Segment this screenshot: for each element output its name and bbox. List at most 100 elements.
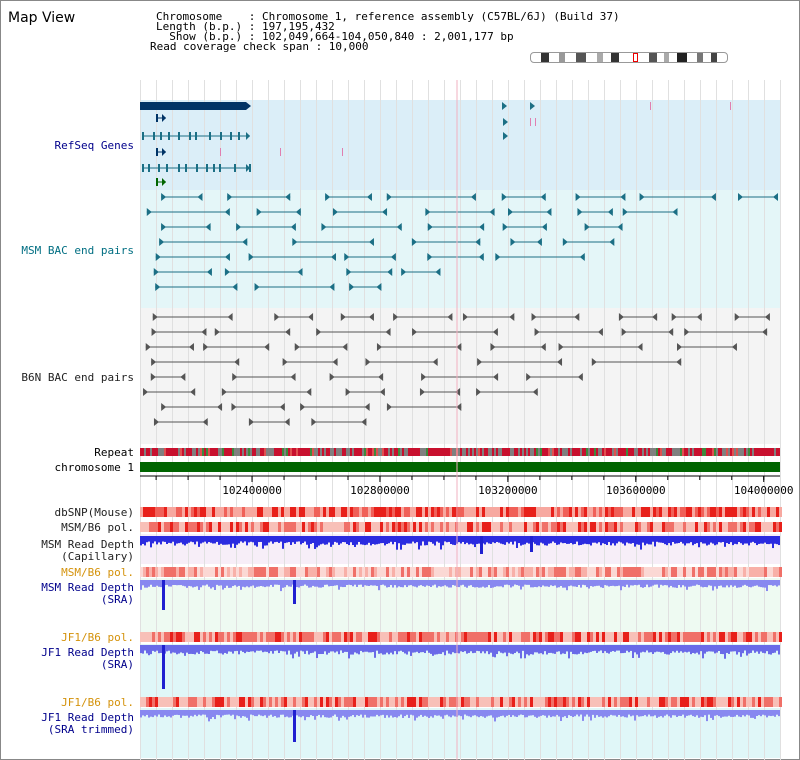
heat-cell [725,632,728,642]
depth-bar [214,580,216,591]
bac-end [684,328,690,336]
label-repeat[interactable]: Repeat [94,446,134,459]
bac-end [532,388,538,396]
heat-cell [161,507,164,517]
label-msm-b6-pol-sra[interactable]: MSM/B6 pol. [61,566,134,579]
depth-bar [386,645,388,653]
heat-cell [584,522,587,532]
depth-bar [376,580,378,587]
depth-bar [276,580,278,585]
heat-cell [692,632,695,642]
depth-bar [336,710,338,717]
heat-cell [161,522,164,532]
depth-bar [442,536,444,546]
bac-end [622,208,628,216]
depth-bar [178,645,180,654]
repeat-segment [254,448,256,456]
depth-bar [186,580,188,588]
heat-cell [569,507,572,517]
depth-bar [198,580,200,590]
heat-cell [446,522,449,532]
heat-cell [344,632,347,642]
depth-bar [246,536,248,546]
position-axis: 102400000 102800000 103200000 103600000 1040… [140,475,794,497]
label-jf1-depth-trim[interactable]: JF1 Read Depth [41,711,134,724]
depth-bar [184,645,186,656]
depth-bar [648,645,650,653]
depth-bar [300,710,302,718]
heat-cell [173,567,176,577]
label-jf1-depth-sra[interactable]: JF1 Read Depth [41,646,134,659]
heat-cell [527,507,530,517]
heat-cell [380,567,383,577]
heat-cell [674,697,677,707]
heat-cell [164,697,167,707]
label-dbsnp[interactable]: dbSNP(Mouse) [54,506,134,519]
label-msm-b6-pol[interactable]: MSM/B6 pol. [61,521,134,534]
depth-bar [232,710,234,715]
heat-cell [473,632,476,642]
heat-cell [329,522,332,532]
label-msm-depth-sra[interactable]: MSM Read Depth [41,581,134,594]
heat-cell [524,522,527,532]
repeat-segment [690,448,692,456]
label-msm-depth-cap[interactable]: MSM Read Depth [41,538,134,551]
depth-bar [614,645,616,652]
depth-bar [210,580,212,589]
label-jf1-b6-pol-1[interactable]: JF1/B6 pol. [61,631,134,644]
depth-bar [180,580,182,586]
heat-cell [779,697,782,707]
depth-bar [618,580,620,586]
heat-cell [722,567,725,577]
depth-bar [742,710,744,716]
depth-bar [406,580,408,588]
chromosome-ideogram[interactable] [530,52,728,63]
depth-bar [376,645,378,651]
heat-cell [167,522,170,532]
depth-bar [552,710,554,717]
depth-bar [672,645,674,652]
repeat-segment [552,448,554,456]
label-msm-bac[interactable]: MSM BAC end pairs [21,244,134,257]
heat-cell [755,567,758,577]
depth-bar [440,645,442,654]
label-b6n-bac[interactable]: B6N BAC end pairs [21,371,134,384]
heat-cell [602,632,605,642]
heat-cell [404,522,407,532]
heat-cell [326,507,329,517]
repeat-segment [232,448,234,456]
heat-cell [470,632,473,642]
depth-bar [452,645,454,653]
heat-cell [668,567,671,577]
label-jf1-b6-pol-2[interactable]: JF1/B6 pol. [61,696,134,709]
depth-bar [754,580,756,586]
depth-bar [490,710,492,716]
depth-bar [298,645,300,657]
heat-cell [191,632,194,642]
gene-exon [196,164,198,172]
bac-end [202,418,208,426]
heat-cell [167,507,170,517]
heat-cell [407,567,410,577]
depth-bar [366,580,368,586]
heat-cell [371,507,374,517]
depth-bar [770,710,772,717]
heat-cell [152,697,155,707]
heat-cell [590,507,593,517]
depth-bar [610,536,612,546]
depth-bar [422,580,424,587]
depth-bar [156,645,158,651]
depth-bar [754,645,756,653]
heat-cell [593,522,596,532]
depth-bar [260,710,262,716]
repeat-segment [604,448,606,456]
heat-cell [296,632,299,642]
label-refseq-genes[interactable]: RefSeq Genes [54,139,134,152]
repeat-segment [688,448,690,456]
depth-bar [736,645,738,655]
heat-cell [671,507,674,517]
heat-cell [140,567,143,577]
repeat-segment [696,448,698,456]
heat-cell [365,507,368,517]
